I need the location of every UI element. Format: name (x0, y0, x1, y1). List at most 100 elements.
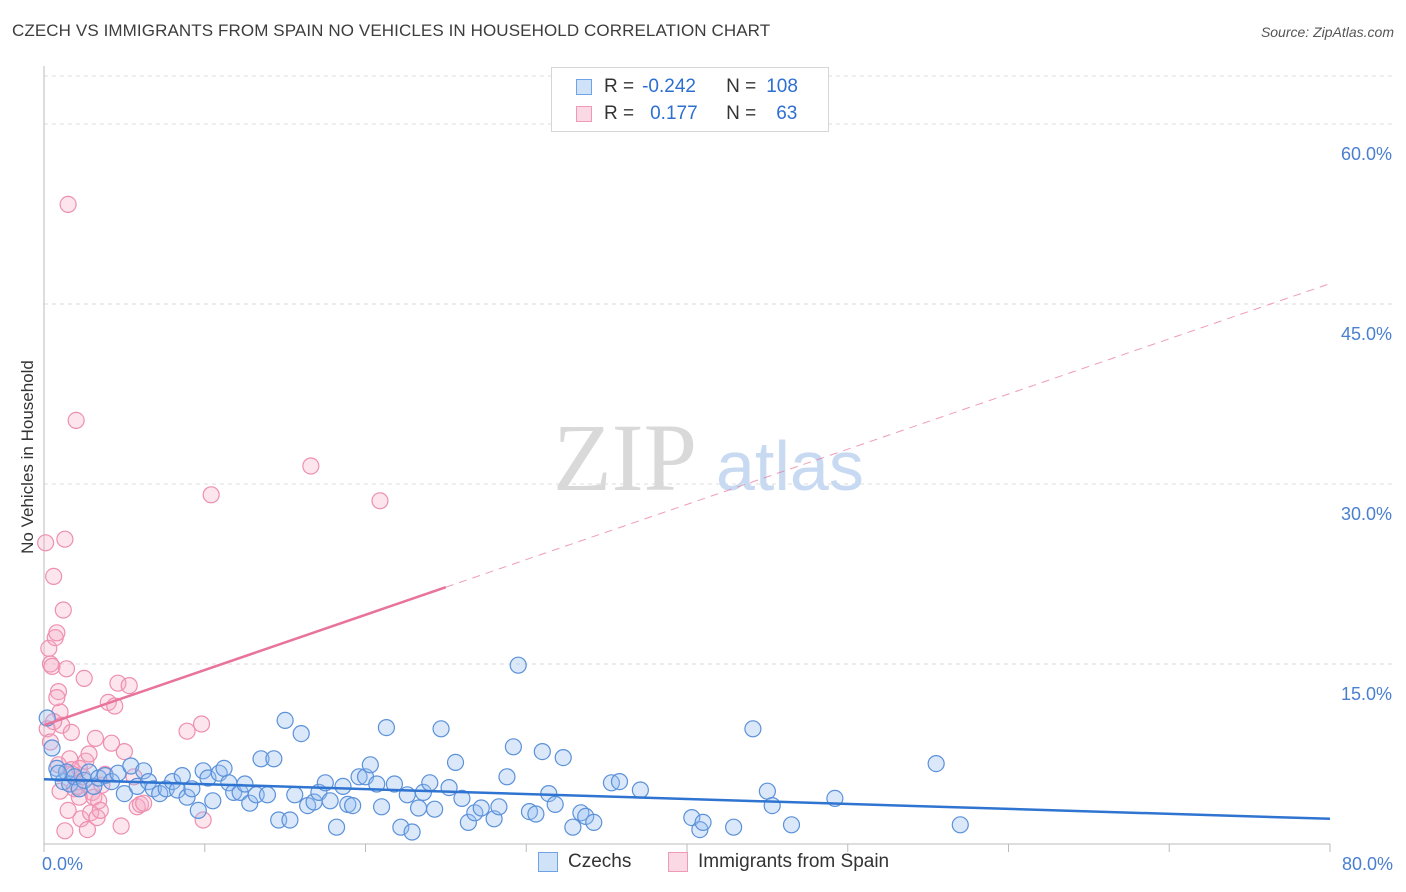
data-point-spain (202, 486, 220, 504)
legend-r-value: 0.177 (650, 103, 698, 124)
data-point-czechs (546, 795, 564, 814)
data-point-spain (302, 457, 320, 475)
data-point-czechs (135, 762, 153, 780)
y-axis-label: No Vehicles in Household (18, 360, 37, 554)
data-point-spain (91, 801, 109, 820)
data-point-czechs (344, 796, 362, 815)
tick-labels: 15.0% 30.0% 45.0% 60.0% 0.0% 80.0% (42, 144, 1393, 874)
watermark-zip: ZIP (553, 404, 697, 511)
legend-n-value: 63 (776, 103, 798, 124)
data-point-czechs (265, 750, 283, 768)
data-point-czechs (321, 792, 339, 810)
data-point-spain (86, 729, 105, 748)
data-point-czechs (414, 783, 432, 802)
data-point-czechs (199, 769, 217, 787)
watermark-atlas: atlas (716, 427, 864, 505)
data-point-czechs (215, 759, 233, 778)
data-point-czechs (276, 711, 294, 730)
axes (43, 66, 1331, 852)
data-point-czechs (631, 781, 649, 799)
data-point-czechs (490, 798, 508, 816)
data-point-czechs (43, 739, 61, 757)
data-point-czechs (361, 756, 379, 774)
trend-line-czechs (43, 777, 1331, 821)
data-point-spain (45, 567, 63, 586)
data-point-czechs (122, 757, 140, 775)
data-point-czechs (725, 818, 743, 836)
legend-item-czechs: Czechs (538, 851, 631, 873)
data-point-czechs (421, 774, 439, 792)
data-point-czechs (189, 801, 207, 820)
correlation-legend: R = -0.242 N = 108 R = 0.177 N = 63 (551, 67, 829, 132)
data-point-czechs (409, 799, 428, 817)
legend-row-spain: R = 0.177 N = 63 (576, 102, 797, 126)
trend-lines (43, 283, 1331, 821)
data-point-czechs (763, 796, 781, 815)
series-immigrants-from-spain (37, 195, 389, 840)
data-point-spain (178, 722, 196, 740)
data-point-czechs (372, 798, 391, 816)
data-point-czechs (377, 718, 395, 737)
legend-row-czechs: R = -0.242 N = 108 (576, 75, 798, 99)
y-tick-label: 15.0% (1341, 684, 1392, 704)
data-point-czechs (504, 738, 522, 756)
data-point-spain (78, 820, 97, 839)
data-point-czechs (527, 805, 545, 823)
data-point-spain (112, 817, 130, 835)
data-point-czechs (564, 818, 582, 836)
data-point-czechs (432, 720, 450, 738)
y-tick-label: 45.0% (1341, 324, 1392, 344)
data-point-spain (41, 733, 60, 751)
legend-item-spain: Immigrants from Spain (668, 851, 889, 873)
series-legend: Czechs Immigrants from Spain (0, 851, 1406, 877)
data-point-spain (51, 782, 69, 800)
data-point-czechs (286, 786, 304, 804)
x-tick-label: 80.0% (1342, 854, 1393, 874)
data-point-czechs (927, 754, 945, 773)
data-point-spain (43, 657, 61, 676)
data-point-czechs (178, 788, 196, 806)
data-point-czechs (554, 748, 572, 767)
data-point-czechs (96, 766, 114, 785)
data-point-czechs (610, 772, 629, 791)
data-point-czechs (327, 818, 346, 836)
legend-n-label: N = (726, 103, 757, 124)
data-point-czechs (368, 775, 386, 793)
data-point-spain (80, 745, 98, 763)
data-point-spain (56, 530, 74, 548)
data-point-czechs (459, 813, 477, 832)
data-point-spain (56, 822, 74, 840)
legend-swatch-blue (576, 79, 592, 95)
y-tick-label: 60.0% (1341, 144, 1392, 164)
data-point-czechs (403, 823, 421, 841)
data-point-czechs (446, 753, 465, 772)
data-point-czechs (426, 800, 444, 818)
data-point-spain (57, 660, 76, 678)
data-point-czechs (533, 742, 551, 761)
legend-swatch-pink (668, 852, 688, 872)
data-point-czechs (498, 768, 516, 786)
legend-swatch-pink (576, 106, 592, 122)
data-point-czechs (173, 766, 191, 785)
data-point-spain (371, 492, 389, 510)
data-point-czechs (440, 778, 458, 797)
legend-n-label: N = (726, 76, 757, 97)
data-point-czechs (585, 813, 603, 832)
legend-n-value: 108 (766, 76, 798, 97)
data-point-spain (37, 534, 55, 552)
data-point-czechs (85, 777, 103, 796)
data-point-spain (135, 794, 153, 812)
data-point-czechs (683, 808, 701, 827)
data-point-spain (59, 195, 77, 213)
data-point-czechs (49, 764, 68, 782)
data-point-czechs (281, 811, 299, 829)
data-point-spain (62, 723, 80, 742)
x-tick-label: 0.0% (42, 854, 83, 874)
legend-r-label: R = (604, 103, 635, 124)
data-point-czechs (252, 750, 270, 768)
grid-lines (44, 75, 1392, 665)
data-point-czechs (164, 772, 182, 791)
data-point-czechs (782, 816, 801, 834)
data-point-spain (54, 601, 72, 619)
